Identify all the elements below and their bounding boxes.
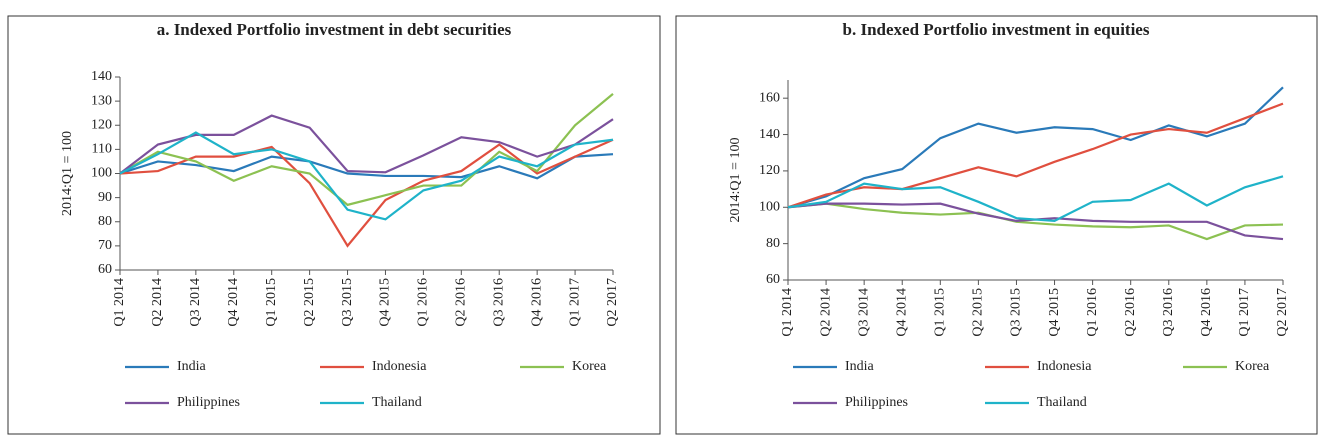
y-tick-label: 80	[766, 236, 780, 251]
y-tick-label: 70	[98, 238, 112, 253]
chart-title: a. Indexed Portfolio investment in debt …	[157, 20, 512, 39]
series-line	[787, 102, 1284, 209]
x-tick-label: Q1 2014	[112, 278, 127, 327]
chart-title: b. Indexed Portfolio investment in equit…	[843, 20, 1150, 39]
x-tick-label: Q4 2016	[1199, 288, 1214, 337]
x-tick-label: Q1 2017	[567, 278, 582, 327]
x-tick-label: Q2 2015	[302, 278, 317, 327]
x-tick-label: Q1 2017	[1237, 288, 1252, 337]
x-tick-label: Q3 2016	[1161, 288, 1176, 337]
legend-label: Thailand	[1037, 395, 1087, 410]
y-tick-label: 60	[98, 262, 112, 277]
x-tick-label: Q3 2015	[1009, 288, 1024, 337]
x-tick-label: Q2 2016	[1123, 288, 1138, 337]
y-tick-label: 140	[91, 69, 112, 84]
x-tick-label: Q3 2015	[340, 278, 355, 327]
legend-label: Korea	[1235, 359, 1270, 374]
x-tick-label: Q1 2016	[416, 278, 431, 327]
x-tick-label: Q4 2015	[1047, 288, 1062, 337]
x-tick-label: Q1 2015	[264, 278, 279, 327]
x-tick-label: Q3 2014	[188, 278, 203, 327]
x-tick-label: Q3 2016	[491, 278, 506, 327]
x-tick-label: Q2 2014	[150, 278, 165, 327]
series-line	[119, 153, 614, 180]
legend-label: India	[845, 359, 875, 374]
y-tick-label: 80	[98, 214, 112, 229]
legend-label: Thailand	[372, 395, 422, 410]
panel-border	[7, 15, 661, 435]
x-tick-label: Q1 2016	[1085, 288, 1100, 337]
y-tick-label: 60	[766, 272, 780, 287]
y-tick-label: 120	[91, 117, 112, 132]
x-tick-label: Q2 2017	[605, 278, 620, 327]
series-line	[119, 93, 614, 207]
y-axis-label: 2014:Q1 = 100	[60, 131, 75, 216]
y-tick-label: 110	[92, 142, 112, 157]
series-line	[787, 175, 1284, 223]
panel-border	[675, 15, 1318, 435]
x-tick-label: Q4 2014	[226, 278, 241, 327]
y-tick-label: 90	[98, 190, 112, 205]
x-tick-label: Q3 2014	[856, 288, 871, 337]
x-tick-label: Q2 2016	[454, 278, 469, 327]
series-line	[787, 202, 1284, 241]
legend-label: Indonesia	[372, 359, 427, 374]
y-tick-label: 130	[91, 93, 112, 108]
x-tick-label: Q4 2016	[529, 278, 544, 327]
series-line	[787, 86, 1284, 209]
y-tick-label: 100	[759, 199, 780, 214]
x-tick-label: Q2 2017	[1275, 288, 1290, 337]
x-tick-label: Q2 2014	[818, 288, 833, 337]
y-axis-label: 2014:Q1 = 100	[728, 138, 743, 223]
y-tick-label: 120	[759, 163, 780, 178]
legend-label: Indonesia	[1037, 359, 1092, 374]
series-line	[119, 131, 614, 221]
legend-label: Philippines	[845, 395, 908, 410]
legend-label: Philippines	[177, 395, 240, 410]
x-tick-label: Q2 2015	[971, 288, 986, 337]
x-tick-label: Q4 2015	[378, 278, 393, 327]
x-tick-label: Q4 2014	[894, 288, 909, 337]
legend-label: India	[177, 359, 207, 374]
y-tick-label: 140	[759, 127, 780, 142]
y-tick-label: 100	[91, 166, 112, 181]
legend-label: Korea	[572, 359, 607, 374]
x-tick-label: Q1 2015	[933, 288, 948, 337]
y-tick-label: 160	[759, 90, 780, 105]
x-tick-label: Q1 2014	[780, 288, 795, 337]
